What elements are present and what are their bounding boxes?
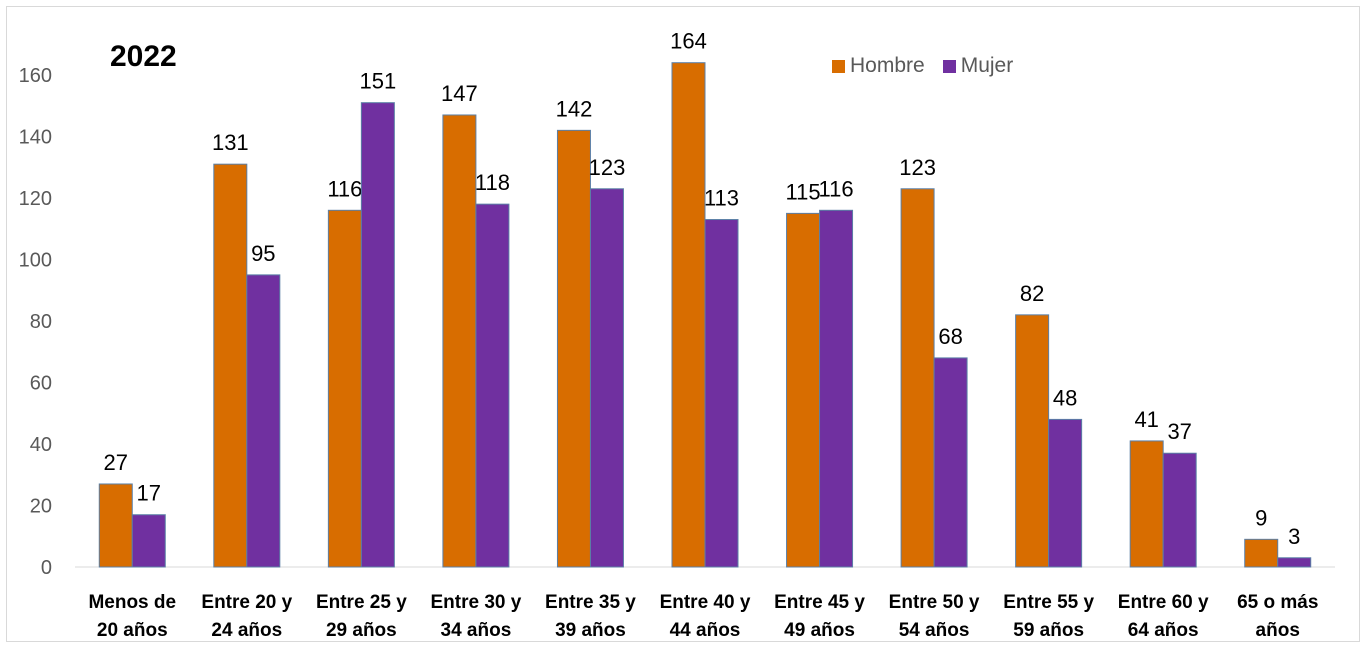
data-label-hombre: 142 — [556, 96, 593, 121]
legend-item-mujer: Mujer — [942, 54, 1014, 78]
bar-mujer — [589, 188, 624, 568]
data-label-hombre: 116 — [327, 176, 362, 201]
legend-swatch-mujer — [942, 59, 956, 73]
y-tick-label: 140 — [19, 127, 52, 149]
bar-hombre — [556, 129, 591, 568]
bar-mujer — [1048, 418, 1083, 568]
x-tick-label: Entre 40 y — [660, 592, 751, 613]
data-label-mujer: 95 — [251, 241, 275, 266]
x-tick-label: Entre 30 y — [430, 592, 521, 613]
y-tick-label: 100 — [19, 250, 52, 272]
bar-mujer — [819, 209, 854, 568]
x-tick-label: Entre 55 y — [1003, 592, 1094, 613]
y-tick-label: 0 — [41, 557, 52, 579]
legend-label-mujer: Mujer — [960, 54, 1014, 77]
bar-mujer — [246, 274, 281, 568]
bar-mujer — [704, 219, 739, 568]
x-tick-label: 39 años — [555, 620, 626, 641]
x-tick-label: 65 o más — [1237, 592, 1318, 613]
x-tick-label: 44 años — [670, 620, 741, 641]
data-label-hombre: 131 — [212, 130, 249, 155]
bar-hombre — [442, 114, 477, 568]
bar-mujer — [360, 102, 395, 568]
bar-mujer — [933, 357, 968, 568]
x-tick-label: 29 años — [326, 620, 397, 641]
y-tick-label: 80 — [30, 311, 52, 333]
x-tick-label: Entre 20 y — [201, 592, 292, 613]
x-tick-label: 20 años — [97, 620, 168, 641]
data-label-mujer: 17 — [137, 481, 161, 506]
data-label-hombre: 147 — [441, 81, 478, 106]
bar-hombre — [98, 483, 133, 568]
data-label-mujer: 113 — [704, 186, 739, 211]
bar-hombre — [1129, 440, 1164, 568]
x-tick-label: 34 años — [441, 620, 512, 641]
x-tick-label: Entre 50 y — [889, 592, 980, 613]
x-tick-label: Menos de — [88, 592, 176, 613]
data-label-mujer: 3 — [1288, 524, 1300, 549]
data-label-mujer: 37 — [1167, 419, 1191, 444]
bar-hombre — [900, 188, 935, 568]
x-tick-label: años — [1256, 620, 1300, 641]
data-label-hombre: 115 — [786, 179, 821, 204]
x-tick-label: Entre 35 y — [545, 592, 636, 613]
data-label-hombre: 41 — [1134, 407, 1158, 432]
x-tick-label: Entre 45 y — [774, 592, 865, 613]
legend-label-hombre: Hombre — [850, 54, 925, 77]
bar-hombre — [1244, 538, 1279, 568]
x-tick-label: 59 años — [1013, 620, 1084, 641]
x-tick-label: 54 años — [899, 620, 970, 641]
y-tick-label: 40 — [30, 434, 52, 456]
data-label-hombre: 27 — [104, 450, 128, 475]
bar-hombre — [671, 62, 706, 568]
data-label-hombre: 164 — [670, 29, 707, 54]
x-tick-label: 64 años — [1128, 620, 1199, 641]
data-label-hombre: 123 — [899, 155, 936, 180]
data-label-hombre: 82 — [1020, 281, 1044, 306]
data-label-mujer: 123 — [589, 155, 626, 180]
bar-hombre — [327, 209, 362, 568]
data-label-hombre: 9 — [1255, 505, 1267, 530]
y-tick-label: 20 — [30, 496, 52, 518]
x-tick-label: Entre 60 y — [1118, 592, 1209, 613]
y-tick-label: 160 — [19, 65, 52, 87]
x-tick-label: Entre 25 y — [316, 592, 407, 613]
bar-mujer — [475, 203, 510, 568]
data-label-mujer: 68 — [938, 324, 962, 349]
y-tick-label: 120 — [19, 188, 52, 210]
x-tick-label: 49 años — [784, 620, 855, 641]
data-label-mujer: 151 — [360, 69, 397, 94]
bar-hombre — [786, 212, 821, 568]
bar-hombre — [1015, 314, 1050, 568]
data-label-mujer: 116 — [819, 176, 854, 201]
x-tick-label: 24 años — [211, 620, 282, 641]
bar-mujer — [1277, 557, 1312, 568]
legend-item-hombre: Hombre — [832, 54, 925, 78]
legend: Hombre Mujer — [832, 54, 1031, 78]
data-label-mujer: 48 — [1053, 385, 1077, 410]
data-label-mujer: 118 — [475, 170, 510, 195]
bar-mujer — [1162, 452, 1197, 568]
chart-title: 2022 — [110, 40, 177, 73]
bar-mujer — [131, 514, 166, 568]
bar-hombre — [213, 163, 248, 568]
legend-swatch-hombre — [832, 59, 845, 73]
y-tick-label: 60 — [30, 373, 52, 395]
